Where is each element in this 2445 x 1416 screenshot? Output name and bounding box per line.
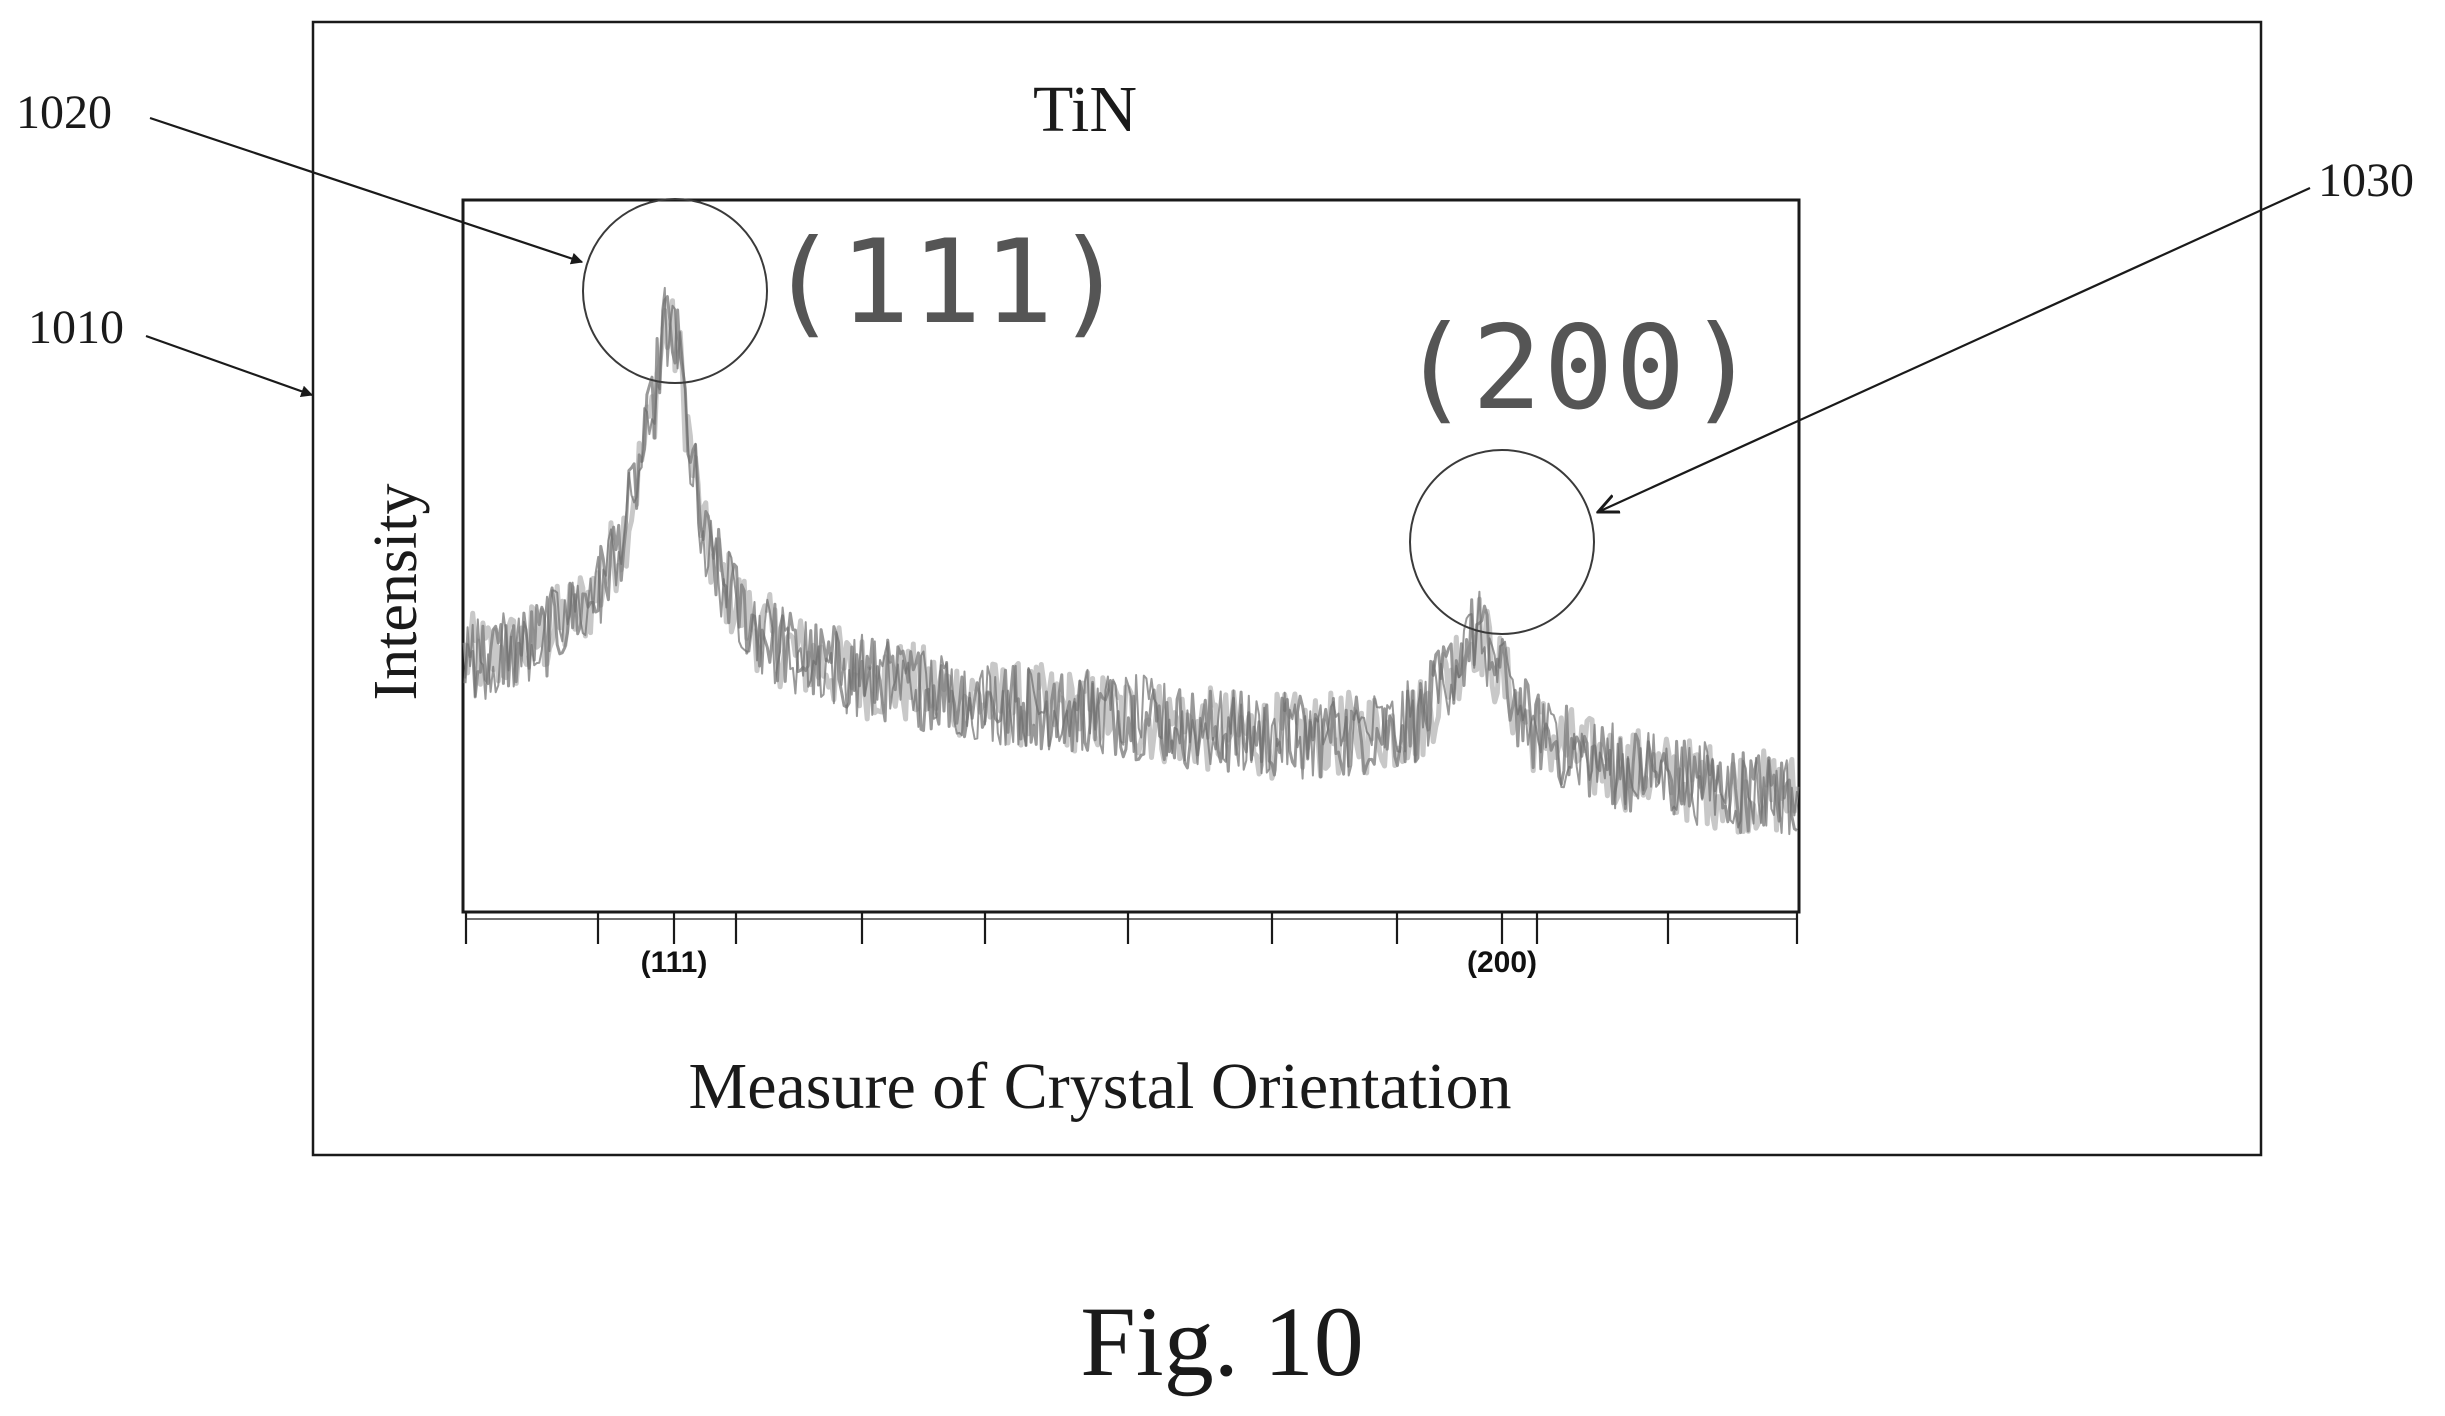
leader-line-1020 xyxy=(149,116,584,265)
plot-frame xyxy=(461,198,1801,914)
ref-numeral-1030: 1030 xyxy=(2318,154,2414,207)
leader-line-1030 xyxy=(1598,186,2311,512)
figure-caption: Fig. 10 xyxy=(1080,1286,1363,1397)
data-series xyxy=(462,286,1800,836)
outer-frame xyxy=(311,20,2263,1157)
ref-numeral-1010: 1010 xyxy=(28,301,124,354)
y-axis-label: Intensity xyxy=(362,484,430,701)
x-tick-label-200: (200) xyxy=(1467,946,1537,979)
series-trace-0-2 xyxy=(464,286,1798,836)
x-axis-ticks xyxy=(464,911,1799,944)
leader-line-1010 xyxy=(145,334,314,398)
peak-circle-200 xyxy=(1409,449,1595,635)
x-tick-label-111: (111) xyxy=(641,946,708,979)
peak-label-111: (111) xyxy=(768,215,1127,350)
ref-numeral-1020: 1020 xyxy=(16,86,112,139)
peak-circle-111 xyxy=(582,198,768,384)
peak-label-200: (200) xyxy=(1400,301,1759,436)
chart-title: TiN xyxy=(1033,73,1137,146)
x-axis-label: Measure of Crystal Orientation xyxy=(689,1050,1512,1123)
